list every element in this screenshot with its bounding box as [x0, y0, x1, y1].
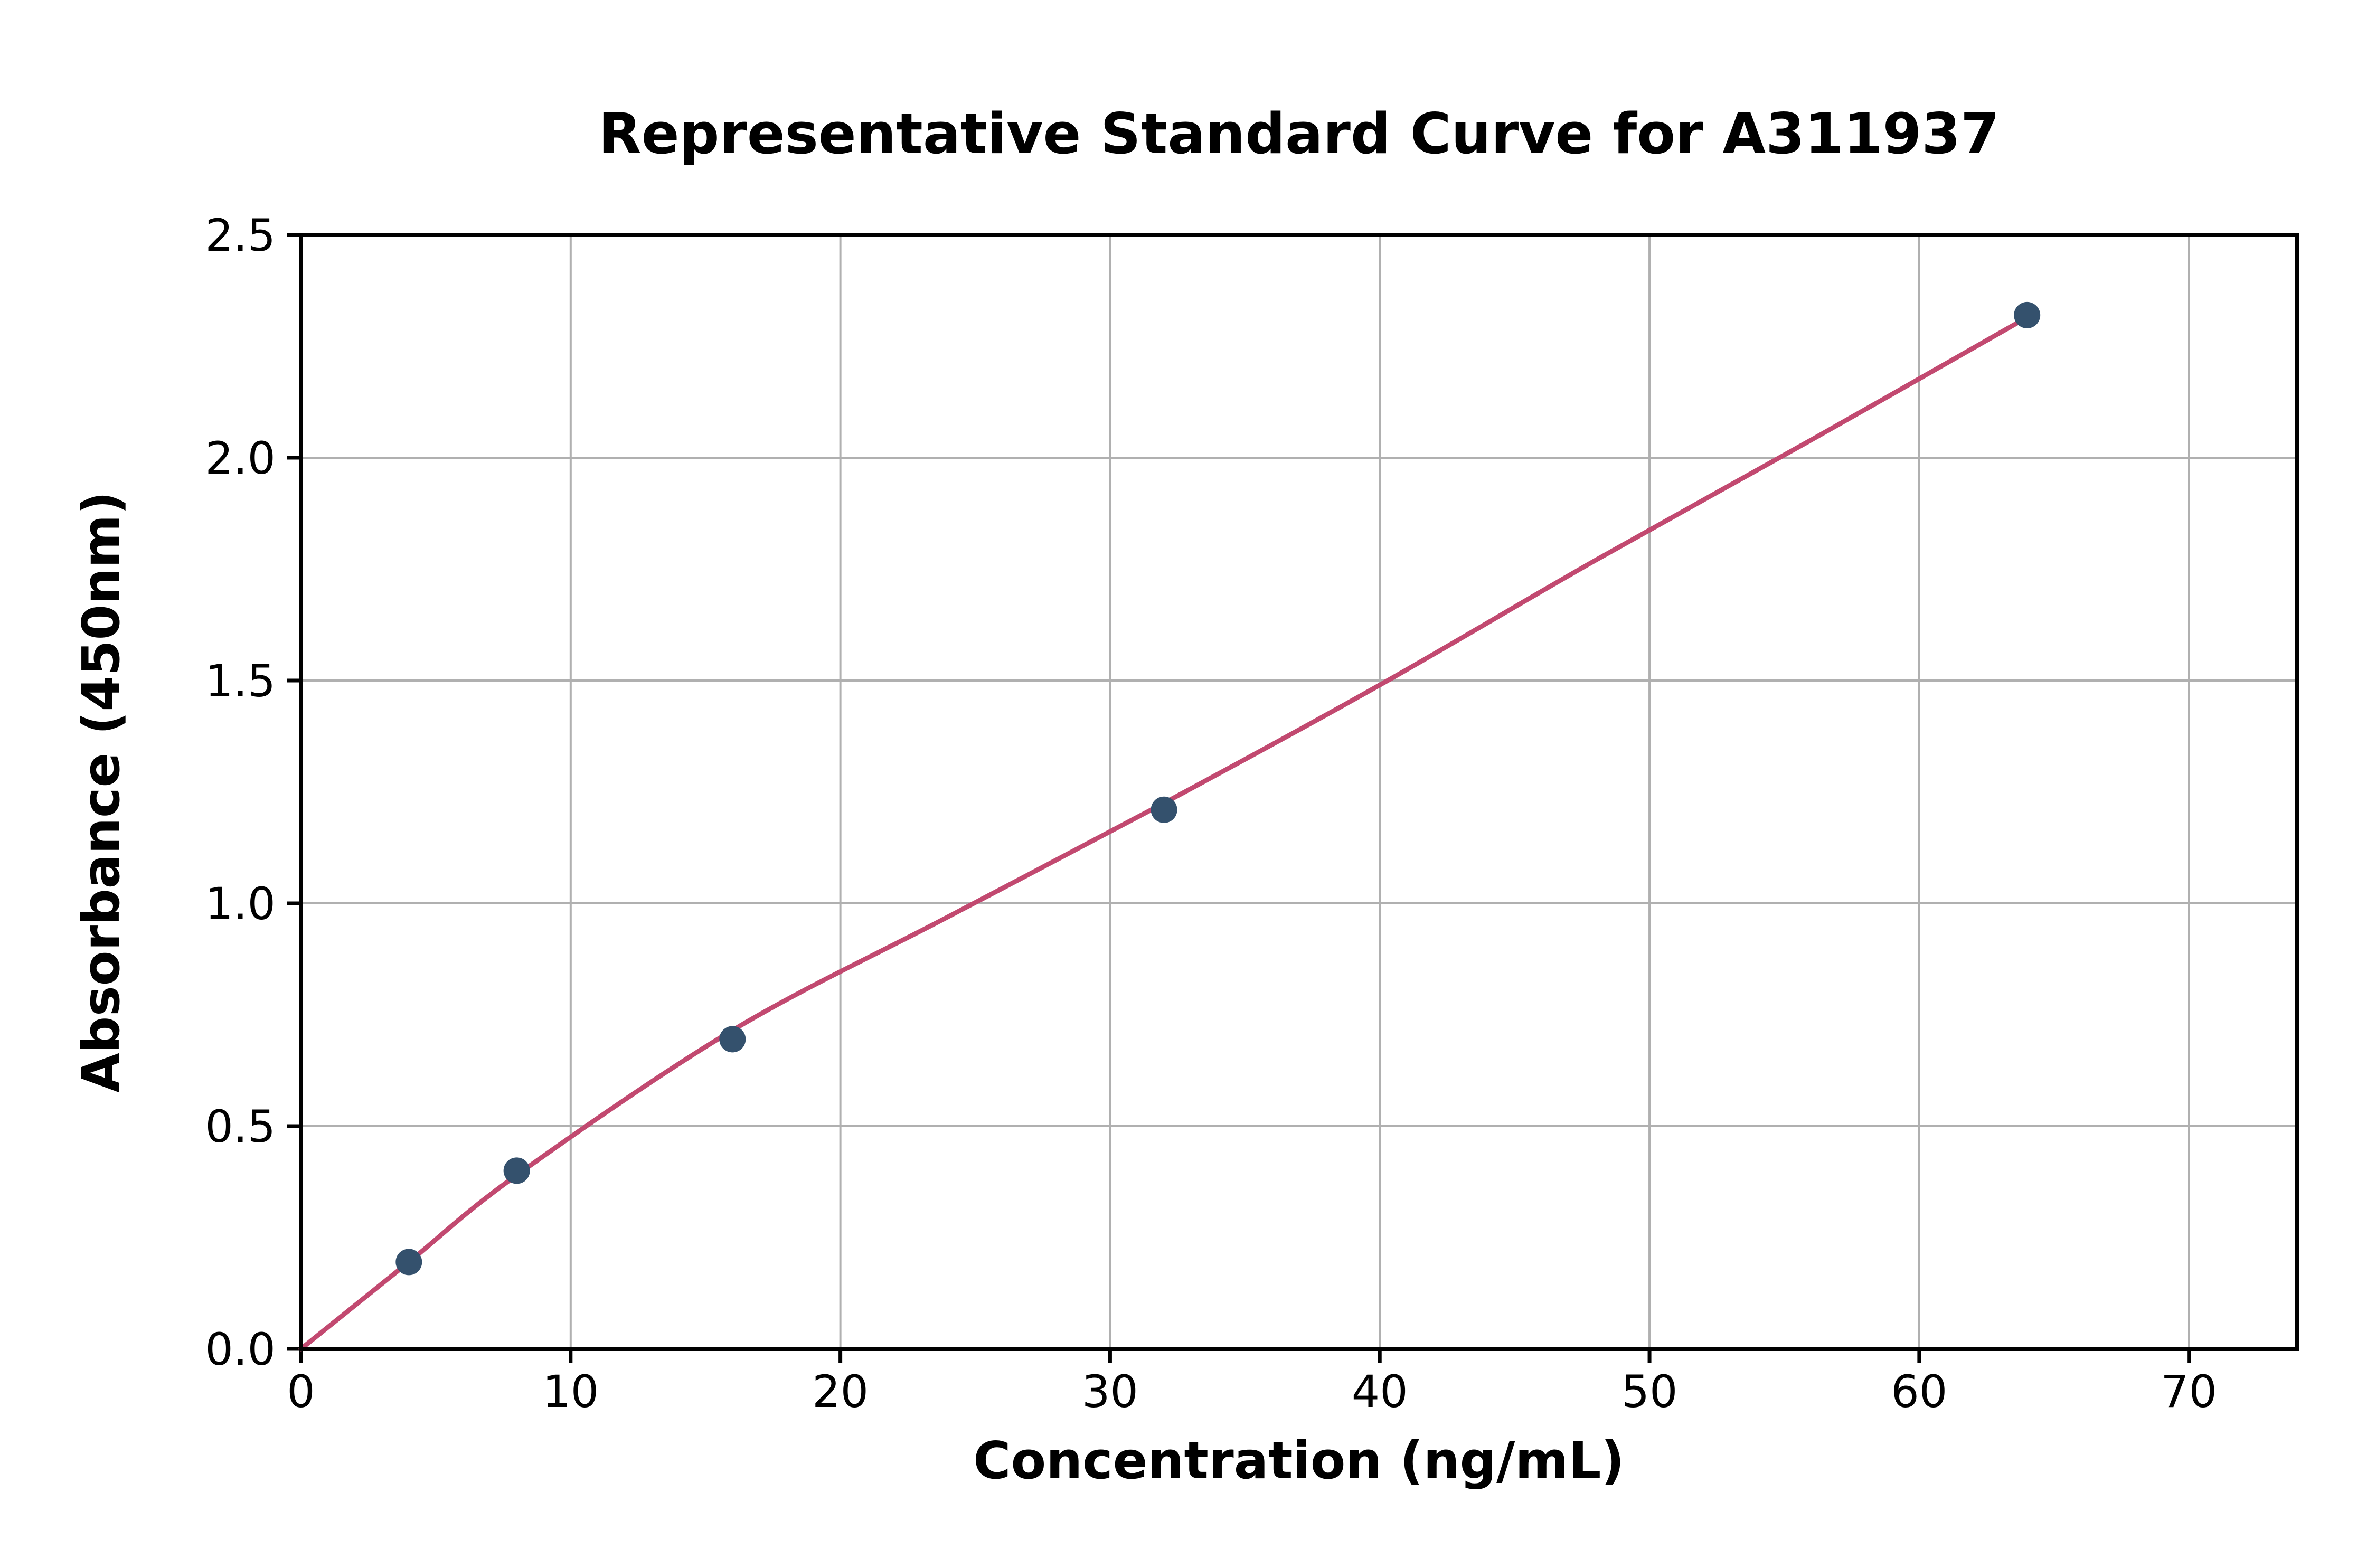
data-point-layer [395, 301, 2041, 1276]
x-tick-label: 30 [1082, 1366, 1138, 1418]
data-point [1151, 796, 1177, 823]
y-tick-label: 1.5 [205, 655, 276, 707]
y-tick-label: 2.5 [205, 210, 276, 261]
y-tick-label: 0.5 [205, 1101, 276, 1153]
grid-layer [300, 234, 2297, 1350]
x-tick-label: 50 [1621, 1366, 1678, 1418]
fit-line [298, 315, 2030, 1352]
data-point [503, 1157, 530, 1184]
x-tick-label: 10 [542, 1366, 599, 1418]
y-tick-label: 0.0 [205, 1324, 276, 1375]
data-point [2014, 301, 2041, 328]
tick-label-layer: 0 10 20 30 40 50 60 70 0.0 0.5 1.0 1.5 2.0 2.5 [205, 210, 2217, 1418]
y-tick-label: 2.0 [205, 432, 276, 484]
tick-layer [287, 233, 2191, 1363]
chart-title: Representative Standard Curve for A31193… [598, 101, 2000, 166]
y-axis-label: Absorbance (450nm) [71, 492, 131, 1093]
x-axis-label: Concentration (ng/mL) [973, 1431, 1624, 1490]
x-tick-label: 40 [1352, 1366, 1408, 1418]
x-tick-label: 20 [812, 1366, 869, 1418]
x-tick-label: 60 [1891, 1366, 1947, 1418]
axes-spine [299, 233, 2299, 1351]
data-point [395, 1249, 422, 1276]
x-tick-label: 0 [287, 1366, 315, 1418]
y-tick-label: 1.0 [205, 878, 276, 930]
x-tick-label: 70 [2161, 1366, 2217, 1418]
data-point [719, 1026, 746, 1053]
